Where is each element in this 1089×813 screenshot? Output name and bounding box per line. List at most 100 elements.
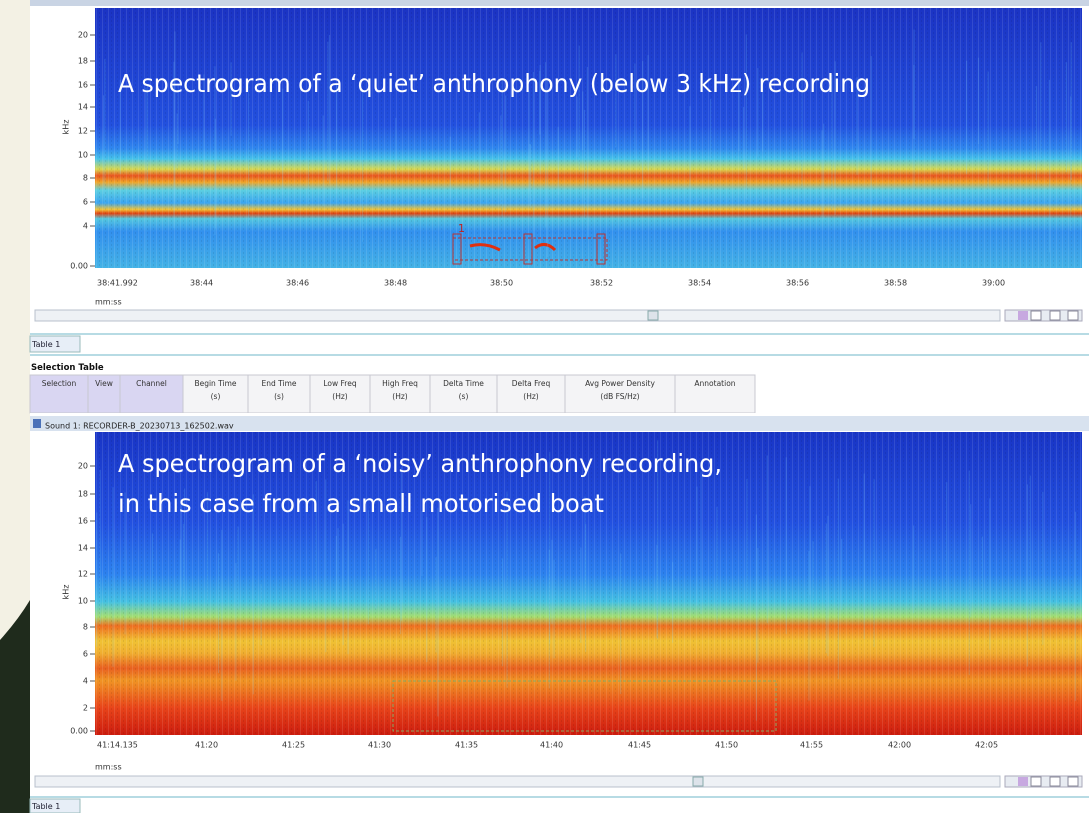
spectrogram-streak — [308, 101, 309, 204]
y-tick-label: 2 — [83, 704, 88, 713]
y-tick-label: 14 — [78, 103, 88, 112]
spectrogram-streak — [969, 471, 970, 675]
spectrogram-streak — [323, 115, 324, 205]
spectrogram-streak — [743, 107, 744, 169]
spectrogram-streak — [580, 547, 581, 642]
spectrogram-streak — [689, 106, 690, 210]
spectrogram-streak — [221, 530, 222, 701]
y-axis-label: kHz — [62, 120, 71, 135]
x-tick-label: 41:50 — [715, 741, 738, 750]
spectrogram-streak — [946, 482, 947, 609]
spectrogram-streak — [174, 31, 175, 203]
page: 1 Table 1 Selection Table SelectionViewC… — [0, 0, 1089, 813]
spectrogram-streak — [100, 470, 101, 624]
spectrogram-streak — [585, 524, 586, 652]
window-bar — [30, 0, 1089, 6]
x-tick-label: 38:44 — [190, 279, 213, 288]
x-tick-label: 41:25 — [282, 741, 305, 750]
y-tick-label: 16 — [78, 517, 88, 526]
x-tick-label: 41:14.135 — [97, 741, 138, 750]
x-axis-label: mm:ss — [95, 298, 122, 307]
column-name: Annotation — [694, 379, 735, 388]
spectrogram-streak — [506, 492, 507, 688]
y-axis-label: kHz — [62, 585, 71, 600]
x-axis-label: mm:ss — [95, 763, 122, 772]
spectrogram-streak — [582, 91, 583, 150]
table-title: Selection Table — [31, 363, 104, 373]
x-tick-label: 41:40 — [540, 741, 563, 750]
y-tick-label: 6 — [83, 650, 88, 659]
spectrogram-streak — [337, 528, 338, 607]
x-tick-label: 41:20 — [195, 741, 218, 750]
spectrogram-streak — [558, 127, 559, 195]
spectrogram-streak — [183, 524, 184, 631]
spectrogram-streak — [988, 72, 989, 193]
column-name: Selection — [42, 379, 77, 388]
spectrogram-streak — [1030, 476, 1031, 627]
column-unit: (s) — [274, 392, 284, 401]
spectrogram-streak — [329, 35, 330, 184]
tab-label[interactable]: Table 1 — [31, 802, 60, 811]
column-name: Begin Time — [194, 379, 236, 388]
spectrogram-streak — [756, 514, 757, 720]
scroll-thumb[interactable] — [648, 311, 658, 320]
scrollbar[interactable] — [35, 310, 1000, 321]
spectrogram-streak — [827, 516, 828, 656]
caption: A spectrogram of a ‘noisy’ anthrophony r… — [118, 449, 722, 478]
zoom-controls[interactable] — [1005, 310, 1082, 321]
spectrogram-streak — [710, 99, 711, 162]
spectrogram-streak — [672, 562, 673, 643]
spectrogram-streak — [336, 536, 337, 604]
spectrogram-streak — [147, 85, 148, 185]
y-tick-label: 20 — [78, 31, 88, 40]
x-tick-label: 38:41.992 — [97, 279, 138, 288]
spectrogram-streak — [435, 557, 436, 653]
column-name: End Time — [262, 379, 297, 388]
spectrogram-streak — [104, 59, 105, 209]
spectrogram-streak — [841, 539, 842, 610]
spectrogram-streak — [112, 487, 113, 667]
column-unit: (Hz) — [523, 392, 539, 401]
y-tick-label: 8 — [83, 623, 88, 632]
spectrogram-streak — [176, 114, 177, 169]
spectrogram-streak — [786, 457, 787, 634]
spectrogram-streak — [395, 118, 396, 174]
window-title: Sound 1: RECORDER-B_20230713_162502.wav — [45, 422, 234, 431]
spectrogram-streak — [1042, 492, 1043, 645]
spectrogram-streak — [421, 511, 422, 576]
x-tick-label: 38:52 — [590, 279, 613, 288]
spectrogram-streak — [809, 486, 810, 595]
tab-label[interactable]: Table 1 — [31, 340, 60, 349]
spectrogram-streak — [218, 553, 219, 673]
scrollbar[interactable] — [35, 776, 1000, 787]
spectrogram-streak — [450, 137, 451, 199]
column-name: Delta Freq — [512, 379, 551, 388]
spectrogram-streak — [180, 539, 181, 624]
zoom-controls[interactable] — [1005, 776, 1082, 787]
spectrogram-streak — [145, 88, 146, 262]
spectrogram-streak — [248, 81, 249, 225]
spectrogram-streak — [368, 510, 369, 624]
spectrogram-streak — [989, 498, 990, 649]
spectrogram-streak — [238, 527, 239, 610]
spectrogram-streak — [502, 79, 503, 220]
y-tick-label: 0.00 — [70, 262, 88, 271]
y-tick-label: 20 — [78, 462, 88, 471]
spectrogram-streak — [823, 124, 824, 220]
column-unit: (Hz) — [332, 392, 348, 401]
column-name: Low Freq — [323, 379, 356, 388]
spectrogram-streak — [327, 42, 328, 181]
spectrogram-streak — [826, 523, 827, 653]
column-name: View — [95, 379, 113, 388]
spectrogram-streak — [553, 560, 554, 659]
column-unit: (dB FS/Hz) — [600, 392, 639, 401]
spectrogram-streak — [96, 513, 97, 647]
spectrogram-streak — [757, 548, 758, 663]
spectrogram-streak — [913, 526, 914, 614]
spectrogram-streak — [700, 472, 701, 614]
scroll-thumb[interactable] — [693, 777, 703, 786]
x-tick-label: 42:05 — [975, 741, 998, 750]
column-name: Channel — [136, 379, 167, 388]
spectrogram-streak — [767, 455, 768, 623]
spectrogram-streak — [1049, 80, 1050, 252]
